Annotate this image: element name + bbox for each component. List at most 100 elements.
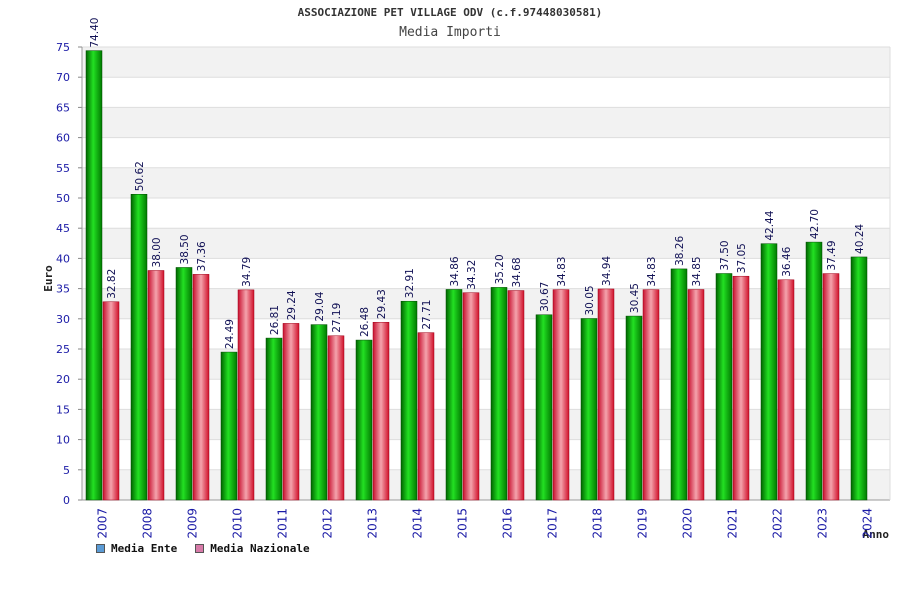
bar-media-nazionale: [822, 273, 840, 501]
bar-media-ente: [535, 314, 553, 501]
bar-media-ente: [670, 268, 688, 501]
y-tick-label: 55: [56, 162, 70, 175]
x-tick-label: 2017: [546, 508, 560, 539]
data-label-media-ente: 30.05: [584, 285, 596, 315]
bar-media-nazionale: [597, 288, 615, 501]
data-label-media-ente: 26.48: [359, 307, 371, 337]
bar-media-ente: [625, 315, 643, 501]
grid-band: [82, 469, 890, 500]
y-tick-label: 30: [56, 313, 70, 326]
y-tick-label: 20: [56, 373, 70, 386]
x-tick-label: 2007: [96, 508, 110, 539]
bar-media-ente: [130, 194, 148, 501]
y-tick-label: 70: [56, 71, 70, 84]
y-tick-label: 75: [56, 41, 70, 54]
bar-media-nazionale: [192, 274, 210, 501]
grid-band: [82, 228, 890, 259]
y-tick-label: 45: [56, 222, 70, 235]
chart-subtitle: Media Importi: [399, 25, 501, 40]
bar-media-nazionale: [102, 301, 120, 501]
y-tick-label: 35: [56, 283, 70, 296]
data-label-media-nazionale: 34.83: [556, 257, 568, 287]
x-tick-label: 2020: [681, 508, 695, 539]
grid-band: [82, 349, 890, 380]
x-tick-label: 2018: [591, 508, 605, 539]
y-tick-label: 15: [56, 403, 70, 416]
bar-media-nazionale: [282, 323, 300, 501]
legend-item-ente: Media Ente: [96, 542, 177, 555]
bar-media-ente: [490, 287, 508, 501]
data-label-media-ente: 38.26: [674, 236, 686, 266]
grid-band: [82, 167, 890, 198]
y-tick-label: 10: [56, 434, 70, 447]
data-label-media-nazionale: 37.36: [196, 241, 208, 271]
bar-media-ente: [580, 318, 598, 501]
data-label-media-nazionale: 34.68: [511, 257, 523, 287]
bar-media-nazionale: [327, 335, 345, 501]
x-tick-label: 2014: [411, 508, 425, 539]
x-tick-label: 2013: [366, 508, 380, 539]
legend-item-nazionale: Media Nazionale: [195, 542, 310, 555]
x-tick-label: 2009: [186, 508, 200, 539]
x-tick-label: 2023: [816, 508, 830, 539]
data-label-media-ente: 29.04: [314, 291, 326, 321]
bar-media-ente: [355, 339, 373, 501]
bar-media-ente: [310, 324, 328, 501]
data-label-media-ente: 32.91: [404, 268, 416, 298]
data-label-media-nazionale: 27.71: [421, 300, 433, 330]
y-tick-label: 65: [56, 101, 70, 114]
data-label-media-ente: 42.44: [764, 210, 776, 240]
data-label-media-ente: 74.40: [89, 18, 101, 48]
bar-media-nazionale: [507, 290, 525, 501]
bar-media-ente: [445, 289, 463, 501]
bar-media-ente: [850, 256, 868, 501]
x-tick-label: 2022: [771, 508, 785, 539]
x-tick-label: 2015: [456, 508, 470, 539]
x-tick-label: 2011: [276, 508, 290, 539]
y-tick-label: 50: [56, 192, 70, 205]
y-tick-label: 5: [63, 464, 70, 477]
bar-media-nazionale: [552, 289, 570, 501]
x-axis-label: Anno: [863, 528, 890, 541]
y-tick-label: 0: [63, 494, 70, 507]
data-label-media-nazionale: 36.46: [781, 246, 793, 276]
data-label-media-nazionale: 29.43: [376, 289, 388, 319]
data-label-media-nazionale: 29.24: [286, 290, 298, 320]
bar-media-ente: [805, 241, 823, 501]
legend-label-ente: Media Ente: [111, 542, 178, 555]
x-tick-label: 2024: [861, 508, 875, 539]
data-label-media-ente: 35.20: [494, 254, 506, 284]
legend-label-nazionale: Media Nazionale: [210, 542, 310, 555]
x-tick-label: 2021: [726, 508, 740, 539]
data-label-media-nazionale: 37.49: [826, 240, 838, 270]
bar-media-ente: [85, 50, 103, 501]
x-tick-label: 2019: [636, 508, 650, 539]
y-tick-label: 40: [56, 252, 70, 265]
data-label-media-ente: 38.50: [179, 234, 191, 264]
x-tick-label: 2016: [501, 508, 515, 539]
legend-swatch-ente: [96, 544, 105, 553]
data-label-media-nazionale: 34.85: [691, 256, 703, 286]
x-tick-label: 2010: [231, 508, 245, 539]
bar-media-nazionale: [237, 289, 255, 501]
x-tick-label: 2008: [141, 508, 155, 539]
bar-media-nazionale: [147, 270, 165, 501]
chart-title: ASSOCIAZIONE PET VILLAGE ODV (c.f.974480…: [297, 6, 603, 19]
data-label-media-ente: 26.81: [269, 305, 281, 335]
bar-media-ente: [715, 273, 733, 501]
bar-media-nazionale: [777, 279, 795, 501]
data-label-media-ente: 37.50: [719, 240, 731, 270]
bar-media-nazionale: [417, 332, 435, 501]
data-label-media-nazionale: 38.00: [151, 237, 163, 267]
bar-media-ente: [400, 300, 418, 501]
grid-band: [82, 47, 890, 78]
y-tick-label: 60: [56, 132, 70, 145]
data-label-media-ente: 34.86: [449, 256, 461, 286]
bar-media-nazionale: [687, 289, 705, 501]
data-label-media-nazionale: 27.19: [331, 303, 343, 333]
bar-media-ente: [265, 337, 283, 501]
data-label-media-ente: 50.62: [134, 161, 146, 191]
y-tick-label: 25: [56, 343, 70, 356]
bar-media-ente: [175, 267, 193, 501]
